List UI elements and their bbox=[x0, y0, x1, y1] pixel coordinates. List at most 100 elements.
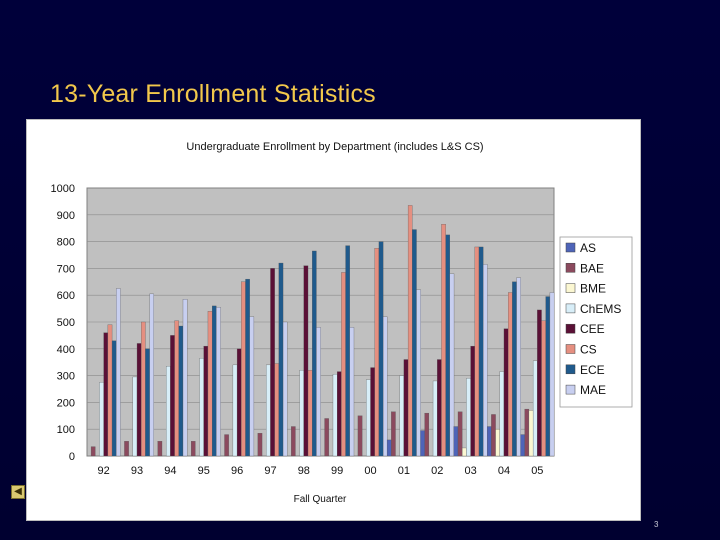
legend-label-bme: BME bbox=[580, 282, 606, 296]
bar-as-03 bbox=[453, 426, 459, 457]
bar-mae-96 bbox=[249, 316, 255, 457]
x-axis-ticks: 92 93 94 95 96 97 98 99 00 01 02 03 04 05 bbox=[98, 465, 544, 477]
slide-title: 13-Year Enrollment Statistics bbox=[50, 80, 376, 108]
bar-bae-01 bbox=[391, 411, 396, 457]
bar-mae-03 bbox=[483, 264, 488, 457]
bar-cee-99 bbox=[337, 371, 342, 457]
y-tick-label: 400 bbox=[57, 344, 75, 356]
bar-chems-93 bbox=[132, 376, 138, 457]
bar-ece-02 bbox=[445, 234, 450, 457]
bar-cs-01 bbox=[407, 205, 413, 457]
bar-mae-94 bbox=[182, 299, 188, 457]
bar-chems-04 bbox=[499, 371, 505, 457]
bar-mae-98 bbox=[316, 327, 321, 457]
legend-swatch-cs bbox=[565, 344, 576, 354]
legend-label-chems: ChEMS bbox=[580, 302, 621, 316]
bar-mae-05 bbox=[549, 292, 555, 457]
legend-swatch-chems bbox=[565, 303, 576, 314]
x-tick-label: 92 bbox=[98, 465, 110, 477]
arrow-left-icon: ◀ bbox=[14, 486, 22, 497]
bar-mae-95 bbox=[216, 307, 221, 457]
bar-cee-01 bbox=[403, 359, 409, 457]
bar-cee-96 bbox=[236, 348, 242, 457]
y-tick-label: 800 bbox=[57, 237, 75, 249]
bar-chems-99 bbox=[332, 374, 338, 457]
bar-bme-04 bbox=[495, 429, 500, 457]
bar-ece-93 bbox=[145, 348, 150, 457]
bar-bae-05 bbox=[524, 408, 530, 457]
x-tick-label: 04 bbox=[498, 465, 510, 477]
bar-as-02 bbox=[420, 430, 425, 457]
bar-bme-05 bbox=[528, 410, 534, 457]
y-tick-label: 700 bbox=[57, 263, 75, 275]
legend-swatch-bae bbox=[565, 263, 576, 273]
x-tick-label: 00 bbox=[364, 465, 376, 477]
bar-cee-97 bbox=[270, 268, 275, 457]
bar-cee-05 bbox=[537, 309, 542, 457]
legend-swatch-as bbox=[565, 242, 576, 253]
legend-label-as: AS bbox=[580, 241, 596, 255]
bar-ece-94 bbox=[178, 325, 184, 457]
bar-cs-97 bbox=[274, 363, 280, 457]
x-tick-label: 01 bbox=[398, 465, 410, 477]
bar-chems-05 bbox=[532, 360, 538, 457]
x-axis-label: Fall Quarter bbox=[294, 494, 347, 505]
previous-slide-button[interactable]: ◀ bbox=[11, 485, 25, 499]
bar-chems-98 bbox=[299, 370, 304, 457]
bar-ece-95 bbox=[211, 305, 217, 457]
bar-chems-01 bbox=[399, 375, 405, 457]
legend-swatch-ece bbox=[565, 364, 576, 375]
bar-ece-92 bbox=[111, 340, 117, 457]
bar-bae-98 bbox=[291, 426, 296, 457]
bar-mae-02 bbox=[449, 273, 455, 457]
legend-swatch-cee bbox=[565, 323, 576, 334]
bar-cee-03 bbox=[470, 345, 475, 457]
bar-cs-04 bbox=[508, 292, 513, 457]
bar-cs-94 bbox=[174, 320, 179, 457]
bar-cs-99 bbox=[341, 272, 346, 457]
bar-bae-92 bbox=[90, 446, 96, 457]
bar-bae-97 bbox=[257, 433, 263, 457]
bar-bae-95 bbox=[190, 441, 196, 457]
bar-chems-92 bbox=[99, 382, 104, 457]
bar-bme-03 bbox=[462, 447, 467, 457]
bar-cee-93 bbox=[136, 343, 142, 457]
bar-bae-99 bbox=[324, 418, 329, 457]
bar-chems-95 bbox=[199, 358, 204, 457]
bar-ece-98 bbox=[312, 250, 317, 457]
legend-swatch-bme bbox=[565, 283, 576, 293]
bar-as-04 bbox=[487, 426, 492, 457]
y-tick-label: 200 bbox=[57, 397, 75, 409]
bar-ece-99 bbox=[345, 245, 350, 457]
x-tick-label: 03 bbox=[464, 465, 476, 477]
y-tick-label: 500 bbox=[57, 317, 75, 329]
bar-cee-95 bbox=[203, 345, 209, 457]
bar-ece-00 bbox=[378, 241, 384, 457]
bar-cs-95 bbox=[207, 311, 213, 457]
bar-cee-02 bbox=[437, 359, 442, 457]
y-tick-label: 1000 bbox=[51, 183, 75, 195]
bar-cee-98 bbox=[303, 265, 309, 457]
page-number: 3 bbox=[654, 520, 659, 529]
bar-chems-97 bbox=[266, 364, 271, 457]
legend-label-bae: BAE bbox=[580, 261, 604, 275]
bar-ece-03 bbox=[478, 246, 484, 457]
bar-bae-96 bbox=[224, 434, 229, 457]
y-tick-label: 300 bbox=[57, 371, 75, 383]
bar-cs-03 bbox=[474, 246, 480, 457]
y-tick-label: 0 bbox=[69, 451, 75, 463]
bar-bae-00 bbox=[357, 415, 363, 457]
bar-ece-01 bbox=[412, 229, 417, 457]
bar-cs-92 bbox=[107, 324, 113, 457]
bar-mae-99 bbox=[349, 327, 355, 457]
bar-cee-04 bbox=[503, 328, 509, 457]
bar-bae-04 bbox=[491, 414, 496, 457]
x-tick-label: 02 bbox=[431, 465, 443, 477]
bar-chems-96 bbox=[232, 364, 238, 457]
bar-as-01 bbox=[386, 439, 392, 457]
bar-bae-03 bbox=[457, 411, 463, 457]
y-axis-ticks: 0 100 200 300 400 500 600 700 800 900 1000 bbox=[51, 183, 75, 463]
bar-cs-02 bbox=[441, 224, 446, 457]
bar-mae-04 bbox=[516, 277, 521, 457]
bar-cee-92 bbox=[103, 332, 109, 457]
